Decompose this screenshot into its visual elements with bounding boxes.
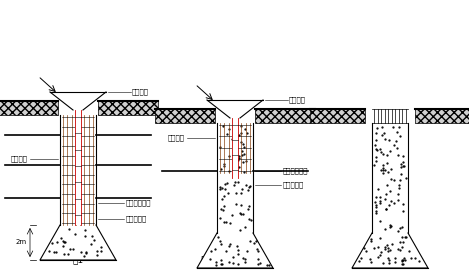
Bar [372,123,408,233]
Text: 井下操作工人: 井下操作工人 [283,167,309,174]
Polygon shape [40,225,116,260]
Text: 图1: 图1 [72,255,83,264]
Text: 平地面头: 平地面头 [289,97,306,103]
Text: 井下操作工人: 井下操作工人 [126,200,151,206]
Text: 灌桩起始位: 灌桩起始位 [283,181,304,188]
Bar [98,101,158,115]
Bar [40,259,116,260]
Polygon shape [197,233,273,268]
Bar [217,123,253,233]
Text: 桩芯砼浇筑示意图: 桩芯砼浇筑示意图 [201,255,267,269]
Bar [415,109,469,123]
Bar [255,109,315,123]
Polygon shape [352,233,428,268]
Text: 平地面头: 平地面头 [132,89,149,95]
Bar [60,115,96,225]
Text: 图3: 图3 [385,255,395,264]
Text: 2m: 2m [16,240,27,246]
Bar [155,109,215,123]
Bar [232,118,238,178]
Text: 灌桩起始位: 灌桩起始位 [126,216,147,222]
Bar [310,109,365,123]
Text: 图2: 图2 [229,255,241,264]
Text: 导管管节: 导管管节 [11,156,28,162]
Bar [0,101,58,115]
Bar [75,110,81,225]
Text: 导管管节: 导管管节 [168,135,185,141]
